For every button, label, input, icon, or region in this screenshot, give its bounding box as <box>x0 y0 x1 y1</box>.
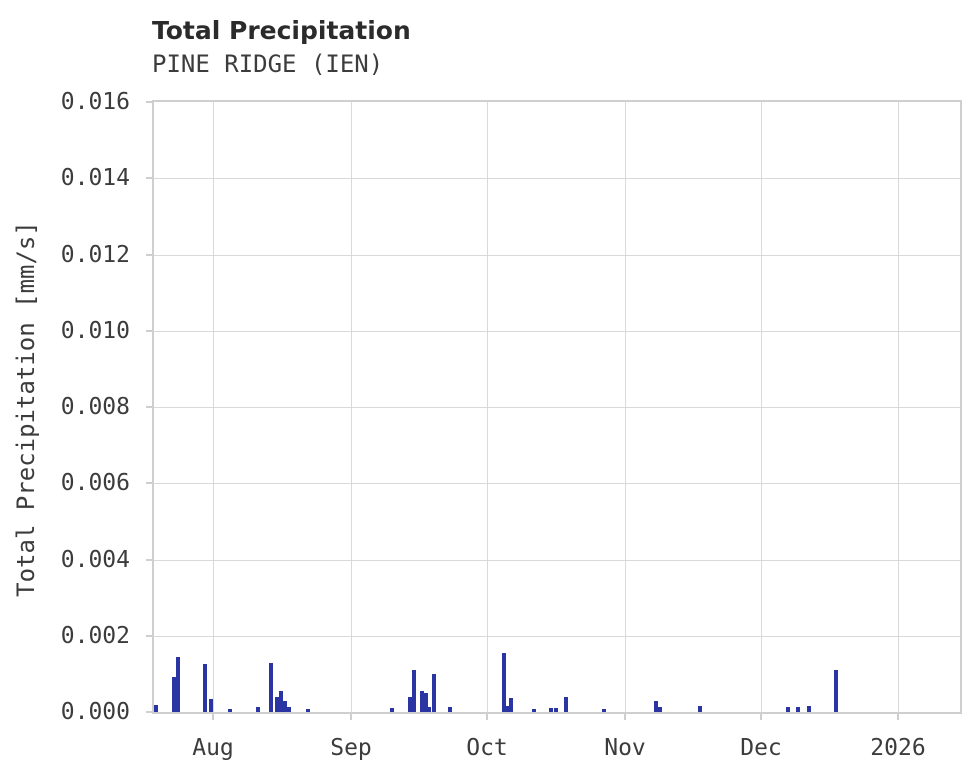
precipitation-bar <box>256 706 260 712</box>
precipitation-bar <box>408 696 412 712</box>
precipitation-bar <box>554 708 558 712</box>
y-tick-mark <box>146 253 153 256</box>
precipitation-bar <box>807 706 811 712</box>
precipitation-bar <box>203 664 207 712</box>
precipitation-bar <box>698 706 702 712</box>
precipitation-bar <box>427 707 431 712</box>
y-tick-mark <box>146 634 153 637</box>
h-gridline <box>154 483 960 485</box>
precipitation-bar <box>602 708 606 712</box>
precipitation-bar <box>283 701 287 712</box>
precipitation-bar <box>502 652 506 712</box>
y-tick-label: 0.014 <box>60 165 130 192</box>
precipitation-bar <box>834 670 838 712</box>
precipitation-bar <box>275 696 279 712</box>
precipitation-bar <box>448 707 452 712</box>
v-gridline <box>625 102 626 712</box>
precipitation-bar <box>279 691 283 712</box>
precipitation-bar <box>420 691 424 712</box>
y-tick-label: 0.004 <box>60 546 130 573</box>
x-tick-mark <box>897 713 899 720</box>
chart-subtitle: PINE RIDGE (IEN) <box>152 50 384 78</box>
x-tick-label: Aug <box>192 735 234 761</box>
y-tick-mark <box>146 558 153 561</box>
y-tick-label: 0.008 <box>60 394 130 420</box>
precipitation-bar <box>532 708 536 712</box>
precipitation-bar <box>654 701 658 712</box>
h-gridline <box>154 330 960 332</box>
chart-title: Total Precipitation <box>152 16 411 45</box>
x-tick-label: Oct <box>466 735 508 761</box>
x-tick-label: Dec <box>740 735 782 761</box>
y-tick-mark <box>146 329 153 332</box>
precipitation-bar <box>424 692 428 712</box>
v-gridline <box>898 102 899 712</box>
precipitation-bar <box>509 697 513 712</box>
h-gridline <box>154 178 960 180</box>
x-tick-mark <box>486 713 488 720</box>
precipitation-bar <box>172 676 176 712</box>
precipitation-bar <box>412 670 416 712</box>
precipitation-bar <box>796 707 800 712</box>
x-tick-label: 2026 <box>870 735 926 761</box>
v-gridline <box>351 102 352 712</box>
y-tick-mark <box>146 177 153 180</box>
precipitation-bar <box>287 707 291 712</box>
precipitation-bar <box>786 707 790 712</box>
precipitation-bar <box>306 708 310 712</box>
precipitation-bar <box>506 706 510 712</box>
plot-area <box>152 100 962 714</box>
v-gridline <box>213 102 214 712</box>
x-tick-mark <box>212 713 214 720</box>
h-gridline <box>154 559 960 561</box>
x-tick-label: Nov <box>604 735 646 761</box>
x-tick-mark <box>624 713 626 720</box>
x-tick-mark <box>760 713 762 720</box>
precipitation-bar <box>228 708 232 712</box>
precipitation-bar <box>176 656 180 712</box>
h-gridline <box>154 254 960 256</box>
precipitation-bar <box>209 698 213 712</box>
precipitation-bar <box>154 705 158 712</box>
y-tick-label: 0.012 <box>60 241 130 268</box>
v-gridline <box>487 102 488 712</box>
v-gridline <box>761 102 762 712</box>
y-tick-label: 0.016 <box>60 89 130 115</box>
y-tick-label: 0.010 <box>60 317 130 344</box>
y-tick-mark <box>146 482 153 485</box>
h-gridline <box>154 635 960 637</box>
y-tick-label: 0.002 <box>60 622 130 649</box>
y-tick-label: 0.006 <box>60 470 130 497</box>
x-tick-mark <box>350 713 352 720</box>
y-tick-mark <box>146 101 153 103</box>
y-tick-label: 0.000 <box>60 699 130 725</box>
precipitation-bar <box>564 696 568 712</box>
precipitation-bar <box>549 708 553 712</box>
precipitation-bar <box>390 708 394 712</box>
y-tick-mark <box>146 711 153 713</box>
precipitation-bar <box>432 673 436 712</box>
x-tick-label: Sep <box>330 735 372 761</box>
y-tick-mark <box>146 406 153 408</box>
h-gridline <box>154 407 960 408</box>
precipitation-bar <box>658 707 662 712</box>
precipitation-bar <box>269 663 273 712</box>
